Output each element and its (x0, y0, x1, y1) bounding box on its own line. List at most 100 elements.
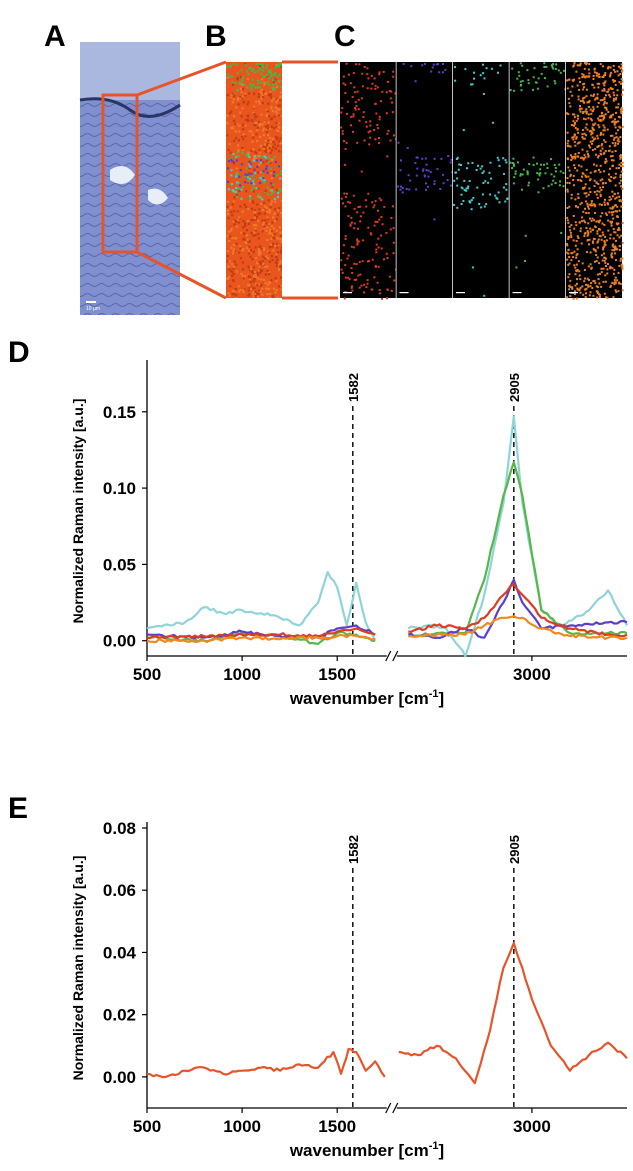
map-pixel (581, 133, 584, 136)
map-pixel (572, 138, 575, 141)
map-pixel (620, 161, 623, 164)
map-pixel (596, 286, 599, 288)
map-pixel (277, 122, 280, 125)
map-pixel (521, 79, 524, 82)
map-pixel (588, 238, 591, 241)
map-pixel (274, 160, 277, 164)
map-pixel (454, 171, 457, 174)
map-pixel (257, 187, 260, 190)
map-pixel (246, 118, 249, 121)
map-pixel (584, 277, 586, 280)
map-pixel (594, 212, 596, 214)
map-pixel (589, 146, 592, 149)
map-pixel (278, 140, 281, 143)
map-pixel (533, 67, 536, 70)
map-pixel (604, 280, 607, 283)
map-pixel (263, 219, 266, 222)
map-pixel (563, 69, 565, 72)
component-map (396, 62, 454, 298)
map-pixel (589, 178, 592, 181)
map-pixel (566, 188, 569, 191)
map-pixel (254, 297, 258, 298)
map-pixel (467, 162, 470, 165)
map-pixel (509, 89, 512, 92)
map-pixel (498, 164, 501, 167)
map-pixel (378, 289, 381, 292)
map-pixel (262, 223, 265, 226)
map-pixel (249, 255, 252, 258)
map-pixel (235, 106, 238, 109)
map-pixel (585, 227, 588, 229)
map-pixel (248, 177, 252, 180)
map-pixel (574, 293, 576, 295)
map-pixel (470, 208, 473, 211)
map-pixel (252, 266, 255, 269)
map-pixel (259, 262, 263, 265)
map-pixel (269, 140, 272, 143)
map-pixel (582, 219, 585, 222)
map-pixel (602, 118, 605, 121)
map-pixel (388, 275, 391, 278)
map-pixel (593, 138, 595, 141)
map-pixel (252, 136, 255, 139)
map-pixel (250, 207, 253, 210)
map-pixel (573, 116, 576, 119)
map-pixel (244, 222, 247, 225)
map-pixel (257, 232, 260, 235)
selection-box (101, 93, 139, 254)
map-pixel (265, 66, 268, 70)
map-pixel (254, 213, 257, 216)
map-pixel (237, 96, 240, 100)
map-pixel (235, 296, 238, 298)
map-pixel (595, 97, 597, 100)
map-pixel (257, 277, 260, 280)
map-pixel (250, 219, 253, 222)
map-pixel (377, 265, 380, 268)
map-pixel (604, 72, 607, 74)
map-pixel (581, 76, 584, 79)
map-pixel (375, 112, 378, 115)
map-pixel (232, 83, 235, 86)
map-pixel (254, 273, 257, 276)
map-pixel (279, 260, 282, 263)
map-pixel (456, 184, 459, 187)
map-pixel (570, 193, 573, 196)
map-pixel (344, 148, 347, 150)
map-pixel (442, 182, 445, 185)
map-pixel (278, 99, 281, 102)
map-pixel (588, 243, 590, 246)
map-pixel (280, 63, 282, 66)
map-pixel (489, 193, 492, 196)
map-pixel (246, 173, 249, 176)
map-pixel (268, 260, 271, 263)
map-pixel (230, 158, 233, 161)
map-pixel (567, 252, 570, 255)
map-pixel (600, 112, 603, 115)
map-pixel (616, 94, 619, 97)
map-pixel (527, 184, 530, 187)
map-pixel (566, 79, 569, 82)
map-pixel (574, 126, 577, 129)
map-pixel (253, 217, 256, 220)
map-pixel (342, 75, 345, 78)
map-pixel (250, 88, 253, 91)
map-pixel (271, 245, 274, 248)
map-pixel (368, 259, 370, 262)
map-pixel (280, 211, 282, 215)
map-pixel (552, 67, 555, 70)
map-pixel (269, 206, 272, 209)
map-pixel (611, 150, 614, 153)
map-pixel (483, 294, 486, 297)
x-tick-label: 1000 (223, 1117, 261, 1136)
map-pixel (468, 200, 471, 203)
axis-break-mark (385, 650, 392, 662)
map-pixel (566, 216, 569, 219)
map-pixel (247, 180, 250, 183)
map-pixel (252, 148, 255, 151)
map-pixel (269, 243, 272, 246)
map-pixel (588, 179, 591, 182)
map-pixel (567, 139, 570, 142)
map-pixel (377, 137, 380, 139)
map-pixel (587, 155, 590, 158)
map-pixel (232, 98, 235, 101)
